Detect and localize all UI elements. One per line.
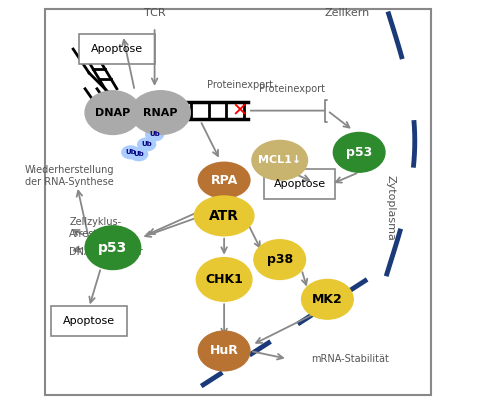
Text: p38: p38 bbox=[267, 253, 293, 266]
Text: Apoptose: Apoptose bbox=[63, 316, 115, 326]
Text: MCL1↓: MCL1↓ bbox=[258, 155, 301, 165]
Ellipse shape bbox=[85, 226, 141, 270]
Text: Zellkern: Zellkern bbox=[324, 8, 370, 18]
Text: Apoptose: Apoptose bbox=[274, 179, 325, 189]
Text: Ub: Ub bbox=[141, 141, 152, 147]
Text: Ub: Ub bbox=[125, 149, 136, 155]
Ellipse shape bbox=[145, 128, 164, 141]
Text: Apoptose: Apoptose bbox=[91, 44, 143, 54]
Ellipse shape bbox=[138, 138, 156, 151]
Text: DNA-Reparatur: DNA-Reparatur bbox=[69, 247, 143, 257]
Text: DNAP: DNAP bbox=[95, 108, 131, 118]
FancyBboxPatch shape bbox=[51, 306, 127, 336]
Text: Proteinexport: Proteinexport bbox=[207, 80, 273, 90]
Ellipse shape bbox=[131, 91, 191, 134]
Text: CHK1: CHK1 bbox=[205, 273, 243, 286]
Text: ATR: ATR bbox=[209, 209, 239, 223]
Text: mRNA-Stabilität: mRNA-Stabilität bbox=[312, 354, 389, 364]
Ellipse shape bbox=[194, 196, 254, 236]
Ellipse shape bbox=[198, 331, 250, 371]
Text: Zytoplasma: Zytoplasma bbox=[386, 175, 396, 241]
Text: TCR: TCR bbox=[144, 8, 166, 18]
Ellipse shape bbox=[252, 140, 308, 180]
FancyBboxPatch shape bbox=[264, 169, 336, 199]
Ellipse shape bbox=[196, 258, 252, 301]
Ellipse shape bbox=[130, 148, 148, 161]
Text: p53: p53 bbox=[98, 241, 128, 255]
Text: RNAP: RNAP bbox=[144, 108, 178, 118]
Text: ✕: ✕ bbox=[232, 101, 248, 120]
Ellipse shape bbox=[85, 91, 141, 134]
Text: HuR: HuR bbox=[210, 344, 239, 358]
FancyBboxPatch shape bbox=[79, 34, 155, 64]
Ellipse shape bbox=[198, 162, 250, 198]
Text: Ub: Ub bbox=[149, 132, 160, 138]
Ellipse shape bbox=[333, 132, 385, 172]
Ellipse shape bbox=[301, 280, 353, 319]
Text: Wiederherstellung
der RNA-Synthese: Wiederherstellung der RNA-Synthese bbox=[24, 165, 114, 187]
Text: RPA: RPA bbox=[211, 174, 238, 187]
Text: p53: p53 bbox=[346, 146, 372, 159]
Text: Zellzyklus-
Arrest: Zellzyklus- Arrest bbox=[69, 217, 121, 239]
Ellipse shape bbox=[122, 146, 140, 159]
Text: MK2: MK2 bbox=[312, 293, 343, 306]
Text: Ub: Ub bbox=[133, 151, 144, 157]
Ellipse shape bbox=[254, 240, 306, 280]
Text: Proteinexport: Proteinexport bbox=[259, 84, 324, 94]
